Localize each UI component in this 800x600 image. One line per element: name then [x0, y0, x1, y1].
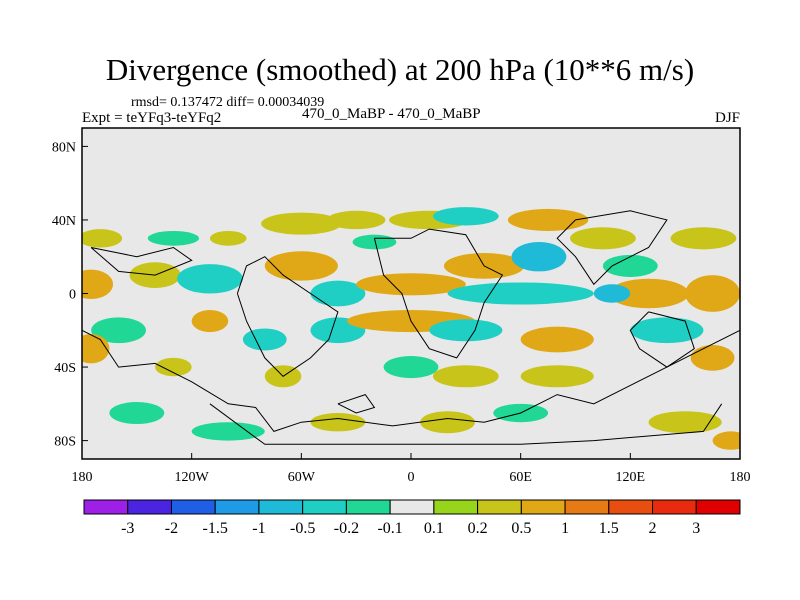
field-anomaly-22 — [593, 284, 631, 303]
colorbar-box-13 — [652, 499, 697, 515]
colorbar-label-6: -0.1 — [377, 520, 402, 537]
field-anomaly-30 — [520, 326, 594, 353]
field-anomaly-35 — [383, 356, 439, 379]
coastline-0 — [82, 329, 740, 432]
colorbar-label-5: -0.2 — [334, 520, 359, 537]
colorbar-box-5 — [302, 499, 347, 515]
field-anomaly-33 — [155, 357, 192, 377]
chart-title: Divergence (smoothed) at 200 hPa (10**6 … — [105, 52, 695, 87]
colorbar-box-9 — [477, 499, 522, 515]
field-anomaly-3 — [261, 212, 342, 235]
field-anomaly-36 — [432, 365, 499, 388]
colorbar-label-9: 0.5 — [511, 520, 531, 537]
case-label: 470_0_MaBP - 470_0_MaBP — [302, 106, 481, 122]
colorbar-label-10: 1 — [561, 520, 569, 537]
coastline-1 — [236, 256, 339, 377]
field-anomaly-24 — [91, 317, 146, 344]
y-tick-label-4: 80S — [54, 435, 76, 450]
colorbar-box-12 — [608, 499, 654, 515]
field-anomaly-9 — [570, 227, 636, 250]
coastline-3 — [556, 210, 668, 286]
field-anomaly-4 — [326, 210, 386, 230]
colorbar-box-8 — [433, 499, 479, 515]
field-anomaly-5 — [352, 234, 397, 250]
colorbar-box-14 — [695, 499, 741, 515]
x-tick-label-0: 180 — [72, 470, 93, 485]
x-tick-label-5: 120E — [616, 470, 646, 485]
field-anomaly-32 — [82, 333, 110, 364]
y-tick-label-1: 40N — [52, 214, 76, 229]
colorbar-label-0: -3 — [121, 520, 134, 537]
field-anomaly-20 — [511, 242, 567, 272]
y-tick-label-2: 0 — [69, 288, 76, 303]
colorbar-box-0 — [83, 499, 129, 515]
colorbar-label-12: 2 — [649, 520, 657, 537]
field-anomaly-39 — [109, 401, 165, 425]
colorbar-box-7 — [389, 499, 435, 515]
coastline-2 — [373, 228, 504, 359]
field-anomaly-41 — [310, 413, 366, 432]
colorbar-label-11: 1.5 — [599, 520, 619, 537]
colorbar-label-7: 0.1 — [424, 520, 444, 537]
field-anomaly-29 — [429, 319, 503, 342]
field-anomaly-14 — [177, 264, 243, 294]
coastline-5 — [90, 246, 193, 276]
colorbar-label-2: -1.5 — [203, 520, 228, 537]
colorbar-box-6 — [345, 499, 391, 515]
field-anomaly-26 — [242, 328, 287, 351]
x-tick-label-3: 0 — [408, 470, 415, 485]
field-anomaly-7 — [432, 207, 499, 226]
field-anomaly-10 — [602, 254, 658, 277]
field-anomaly-11 — [670, 227, 737, 250]
field-anomaly-12 — [82, 269, 114, 300]
coastline-4 — [629, 311, 695, 368]
colorbar-box-10 — [520, 499, 566, 515]
season-label: DJF — [714, 110, 740, 126]
colorbar-label-4: -0.5 — [290, 520, 315, 537]
field-anomaly-25 — [191, 310, 229, 333]
field-anomaly-2 — [209, 230, 247, 246]
field-anomaly-15 — [264, 251, 338, 281]
field-anomaly-21 — [608, 278, 689, 309]
colorbar-box-4 — [258, 499, 304, 515]
colorbar-label-13: 3 — [692, 520, 700, 537]
colorbar-box-11 — [564, 499, 610, 515]
field-anomaly-0 — [82, 229, 123, 248]
experiment-label: Expt = teYFq3-teYFq2 — [82, 110, 222, 126]
x-tick-label-6: 180 — [730, 470, 751, 485]
colorbar-box-3 — [214, 499, 260, 515]
y-tick-label-3: 40S — [54, 361, 76, 376]
colorbar-label-8: 0.2 — [468, 520, 488, 537]
field-anomaly-38 — [690, 344, 735, 371]
field-anomaly-44 — [648, 411, 722, 434]
y-tick-label-0: 80N — [52, 140, 76, 155]
colorbar-box-2 — [170, 499, 216, 515]
stats-text: rmsd= 0.137472 diff= 0.00034039 — [131, 95, 325, 110]
x-tick-label-4: 60E — [509, 470, 532, 485]
field-anomaly-16 — [310, 280, 366, 307]
field-anomaly-23 — [685, 275, 740, 312]
coastline-7 — [337, 394, 376, 414]
field-anomaly-31 — [630, 317, 704, 344]
coastline-6 — [209, 403, 723, 445]
x-tick-label-2: 60W — [288, 470, 316, 485]
field-anomaly-40 — [191, 422, 265, 441]
field-anomaly-17 — [356, 273, 466, 296]
colorbar-box-1 — [127, 499, 172, 515]
x-tick-label-1: 120W — [175, 470, 210, 485]
field-anomaly-42 — [420, 411, 475, 434]
field-anomaly-37 — [520, 365, 594, 388]
colorbar-label-3: -1 — [252, 520, 265, 537]
field-anomaly-45 — [712, 431, 740, 450]
field-anomaly-19 — [447, 282, 594, 305]
field-anomaly-8 — [507, 208, 589, 231]
colorbar-label-1: -2 — [165, 520, 178, 537]
field-anomaly-1 — [147, 230, 199, 246]
